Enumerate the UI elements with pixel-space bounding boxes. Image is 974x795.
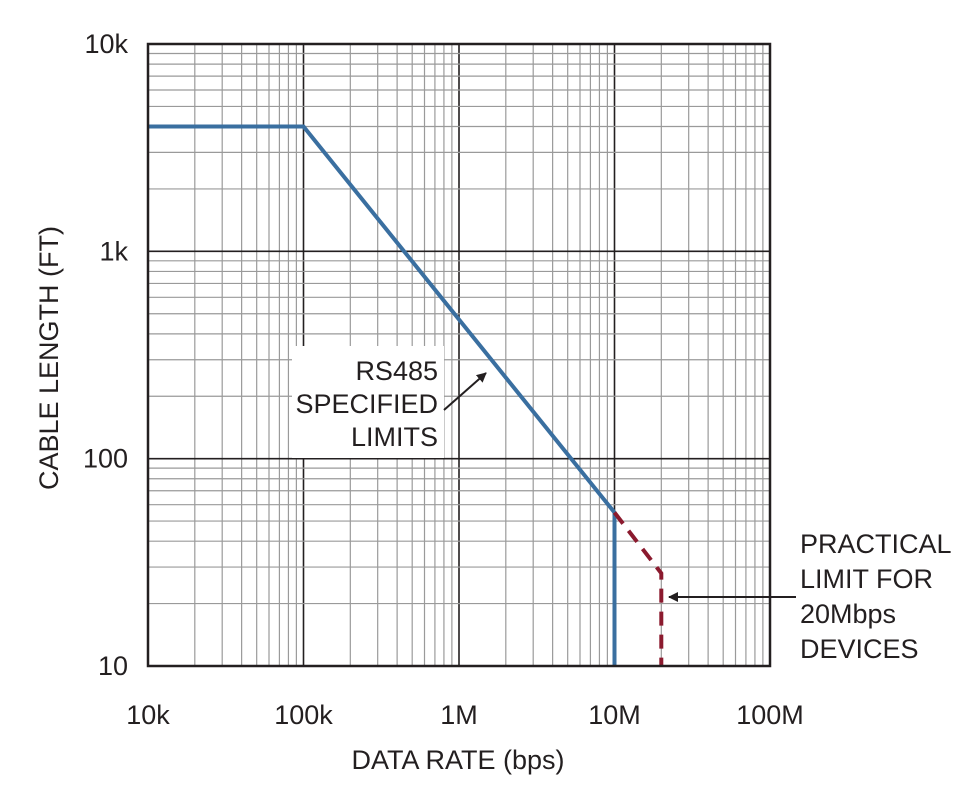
rs485-limit-line — [148, 124, 617, 666]
x-axis-label: DATA RATE (bps) — [351, 745, 564, 775]
y-tick-label: 10 — [98, 651, 128, 681]
rs485-label-box — [292, 346, 444, 458]
x-tick-label: 100M — [736, 700, 804, 730]
x-tick-labels: 10k 100k 1M 10M 100M — [126, 700, 804, 730]
rs485-annotation: RS485 SPECIFIED LIMITS — [292, 346, 487, 458]
y-tick-label: 10k — [84, 29, 128, 59]
practical-limit-line — [612, 511, 664, 666]
x-tick-label: 10M — [588, 700, 641, 730]
series-layer — [148, 124, 664, 666]
plot-frame — [146, 42, 772, 668]
practical-label-line: 20Mbps — [800, 599, 896, 629]
x-tick-label: 100k — [274, 700, 333, 730]
rs485-label-line: LIMITS — [351, 422, 438, 452]
x-tick-label: 1M — [440, 700, 478, 730]
rs485-arrow — [443, 372, 487, 411]
y-axis-label: CABLE LENGTH (FT) — [34, 226, 64, 490]
y-tick-label: 1k — [99, 236, 128, 266]
y-tick-label: 100 — [83, 444, 128, 474]
x-tick-label: 10k — [126, 700, 170, 730]
annotations: RS485 SPECIFIED LIMITS PRACTICAL LIMIT F… — [292, 346, 952, 664]
y-tick-labels: 10 100 1k 10k — [83, 29, 129, 681]
grid-lines — [148, 44, 770, 666]
practical-label-line: DEVICES — [800, 634, 919, 664]
practical-limit-annotation: PRACTICAL LIMIT FOR 20Mbps DEVICES — [668, 529, 952, 664]
rs485-label-line: SPECIFIED — [295, 389, 438, 419]
practical-label-line: LIMIT FOR — [800, 564, 933, 594]
rs485-label-line: RS485 — [355, 356, 438, 386]
practical-label-line: PRACTICAL — [800, 529, 952, 559]
